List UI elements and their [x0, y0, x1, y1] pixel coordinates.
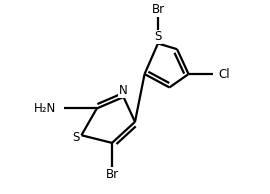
Text: Cl: Cl	[218, 68, 230, 81]
Text: N: N	[119, 84, 128, 97]
Text: Br: Br	[106, 168, 119, 181]
Text: H₂N: H₂N	[33, 102, 56, 115]
Text: Br: Br	[151, 3, 164, 16]
Text: S: S	[154, 30, 162, 43]
Text: S: S	[72, 131, 79, 144]
